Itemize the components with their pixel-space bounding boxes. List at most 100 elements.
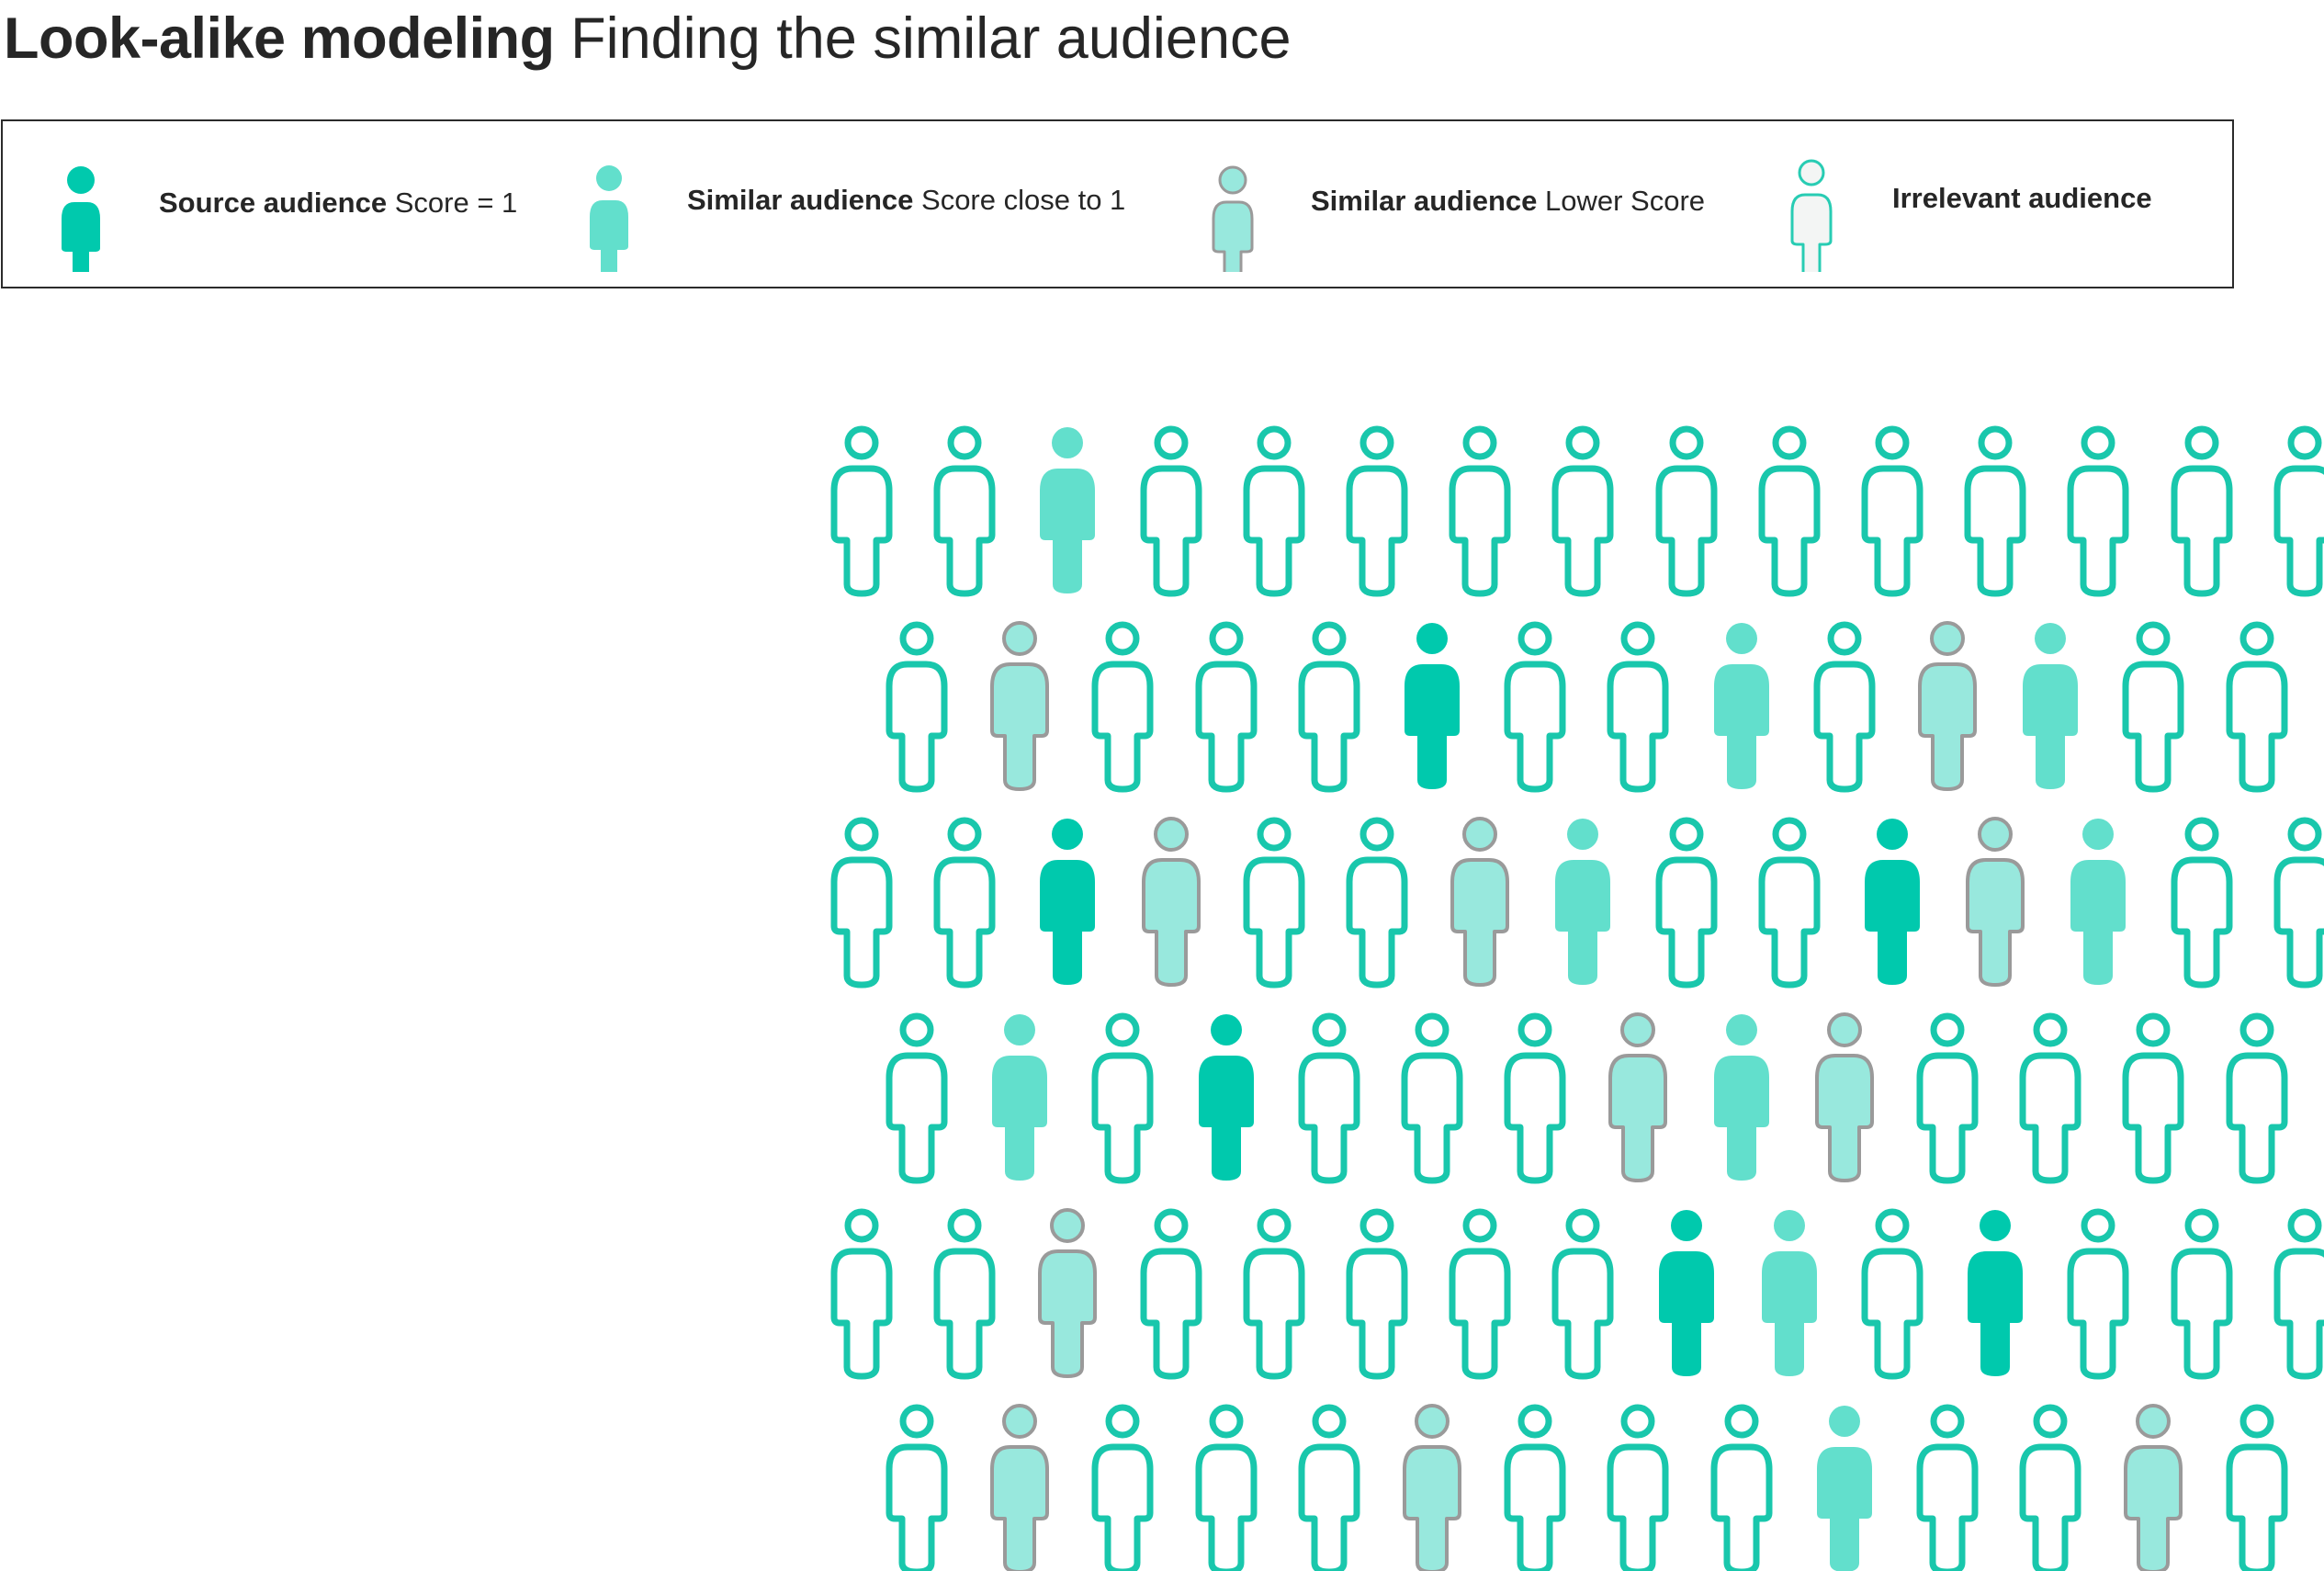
person-icon-irrelevant xyxy=(1091,1404,1154,1571)
person-icon-irrelevant xyxy=(1607,621,1669,793)
person-icon-irrelevant xyxy=(1091,1012,1154,1184)
person-icon-irrelevant xyxy=(933,425,996,597)
person-icon-lower xyxy=(1450,817,1509,987)
person-icon-close xyxy=(1040,427,1095,593)
person-icon-irrelevant xyxy=(1504,1404,1566,1571)
person-icon-irrelevant xyxy=(2171,1208,2233,1380)
person-icon-irrelevant xyxy=(2273,1208,2324,1380)
person-icon-irrelevant xyxy=(2122,621,2184,793)
person-icon-irrelevant xyxy=(830,425,893,597)
person-icon-lower xyxy=(990,621,1049,791)
person-icon-lower xyxy=(1608,1012,1667,1182)
person-icon-irrelevant xyxy=(1964,425,2026,597)
person-icon-irrelevant xyxy=(830,817,893,989)
person-icon-source xyxy=(1405,623,1460,789)
person-icon-lower xyxy=(1918,621,1977,791)
person-icon-irrelevant xyxy=(1401,1012,1463,1184)
person-icon-close xyxy=(1762,1210,1817,1376)
person-icon-irrelevant xyxy=(1607,1404,1669,1571)
person-icon-irrelevant xyxy=(1346,817,1408,989)
person-icon-lower xyxy=(1142,817,1201,987)
person-icon-irrelevant xyxy=(1346,425,1408,597)
person-icon-irrelevant xyxy=(2019,1404,2081,1571)
legend-label-irrelevant: Irrelevant audience xyxy=(1892,176,2152,220)
person-icon-irrelevant xyxy=(1449,425,1511,597)
person-icon-irrelevant xyxy=(1298,1012,1360,1184)
legend-label-strong: Similar audience xyxy=(1311,185,1538,217)
person-icon-source xyxy=(1040,819,1095,985)
person-icon-irrelevant xyxy=(2226,621,2288,793)
person-icon-lower xyxy=(990,1404,1049,1571)
person-icon-irrelevant xyxy=(1861,1208,1924,1380)
person-icon-close xyxy=(992,1014,1047,1181)
person-icon-irrelevant xyxy=(1813,621,1876,793)
person-icon-source xyxy=(1199,1014,1254,1181)
person-icon-lower xyxy=(1038,1208,1097,1378)
person-icon-irrelevant xyxy=(1091,621,1154,793)
person-icon-irrelevant xyxy=(1551,1208,1614,1380)
person-icon-irrelevant xyxy=(2226,1012,2288,1184)
person-icon-irrelevant xyxy=(1916,1404,1979,1571)
person-icon-irrelevant xyxy=(1195,1404,1258,1571)
person-icon-close xyxy=(1555,819,1610,985)
person-icon-irrelevant xyxy=(1243,1208,1305,1380)
person-icon-source xyxy=(1968,1210,2023,1376)
person-icon-lower xyxy=(1403,1404,1461,1571)
person-icon-irrelevant xyxy=(886,621,948,793)
person-icon-close xyxy=(2023,623,2078,789)
person-icon-irrelevant xyxy=(2171,425,2233,597)
person-icon-close xyxy=(1817,1406,1872,1571)
person-icon-close xyxy=(2070,819,2126,985)
person-icon-irrelevant xyxy=(933,1208,996,1380)
person-icon-irrelevant xyxy=(1504,1012,1566,1184)
person-icon-irrelevant xyxy=(1861,425,1924,597)
person-icon-lower xyxy=(1212,165,1254,272)
person-icon-close xyxy=(1714,623,1769,789)
legend-label-desc: Score close to 1 xyxy=(921,184,1126,216)
person-icon-irrelevant xyxy=(933,817,996,989)
person-icon-irrelevant xyxy=(1140,1208,1202,1380)
person-icon-lower xyxy=(2124,1404,2183,1571)
legend-label-close: Similar audience Score close to 1 xyxy=(687,178,1125,222)
person-icon-irrelevant xyxy=(1551,425,1614,597)
person-icon-irrelevant xyxy=(1449,1208,1511,1380)
person-icon-irrelevant xyxy=(2273,817,2324,989)
person-icon-irrelevant xyxy=(886,1404,948,1571)
person-icon-irrelevant xyxy=(1710,1404,1773,1571)
person-icon-close xyxy=(590,165,628,272)
person-icon-irrelevant xyxy=(2019,1012,2081,1184)
person-icon-irrelevant xyxy=(830,1208,893,1380)
person-icon-irrelevant xyxy=(1195,621,1258,793)
person-icon-irrelevant xyxy=(1298,621,1360,793)
person-icon-irrelevant xyxy=(1758,817,1821,989)
person-icon-irrelevant xyxy=(886,1012,948,1184)
person-icon-source xyxy=(62,166,100,272)
person-icon-irrelevant xyxy=(2273,425,2324,597)
person-icon-irrelevant xyxy=(1140,425,1202,597)
person-icon-irrelevant xyxy=(1243,817,1305,989)
title-bold: Look-alike modeling xyxy=(4,6,555,71)
person-icon-irrelevant xyxy=(2226,1404,2288,1571)
person-icon-lower xyxy=(1815,1012,1874,1182)
person-icon-irrelevant xyxy=(1504,621,1566,793)
person-icon-irrelevant xyxy=(1346,1208,1408,1380)
person-icon-irrelevant xyxy=(1655,817,1718,989)
legend-label-strong: Irrelevant audience xyxy=(1892,182,2152,214)
legend-label-desc: Lower Score xyxy=(1545,185,1706,217)
legend: Source audience Score = 1 Similar audien… xyxy=(1,119,2234,288)
person-icon-irrelevant xyxy=(1243,425,1305,597)
person-icon-irrelevant xyxy=(2171,817,2233,989)
legend-label-source: Source audience Score = 1 xyxy=(159,181,517,225)
title-subtitle: Finding the similar audience xyxy=(570,6,1292,71)
person-icon-lower xyxy=(1966,817,2025,987)
legend-label-strong: Source audience xyxy=(159,186,388,219)
legend-label-lower: Similar audience Lower Score xyxy=(1311,179,1705,223)
legend-label-desc: Score = 1 xyxy=(394,186,518,219)
person-icon-source xyxy=(1659,1210,1714,1376)
person-icon-irrelevant xyxy=(2067,425,2129,597)
person-icon-irrelevant xyxy=(1655,425,1718,597)
person-icon-irrelevant xyxy=(1790,159,1833,272)
person-icon-irrelevant xyxy=(1758,425,1821,597)
legend-label-strong: Similar audience xyxy=(687,184,914,216)
page-title: Look-alike modeling Finding the similar … xyxy=(4,2,1292,75)
